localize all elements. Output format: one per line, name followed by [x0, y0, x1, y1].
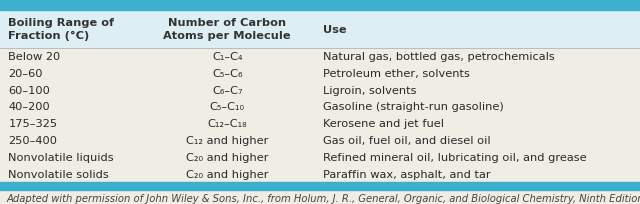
Text: Number of Carbon
Atoms per Molecule: Number of Carbon Atoms per Molecule: [163, 18, 291, 41]
Bar: [0, 182, 640, 190]
Text: Ligroin, solvents: Ligroin, solvents: [323, 85, 417, 95]
Text: 20–60: 20–60: [8, 69, 43, 78]
Bar: [0, 48, 640, 182]
Text: Kerosene and jet fuel: Kerosene and jet fuel: [323, 119, 444, 129]
Bar: [0, 11, 640, 48]
Text: Paraffin wax, asphalt, and tar: Paraffin wax, asphalt, and tar: [323, 169, 491, 179]
Text: C₁₂–C₁₈: C₁₂–C₁₈: [207, 119, 247, 129]
Text: C₅–C₆: C₅–C₆: [212, 69, 243, 78]
Text: C₆–C₇: C₆–C₇: [212, 85, 243, 95]
Text: Use: Use: [323, 24, 347, 34]
Bar: [0, 190, 640, 204]
Text: 250–400: 250–400: [8, 135, 58, 145]
Text: 40–200: 40–200: [8, 102, 50, 112]
Text: Gas oil, fuel oil, and diesel oil: Gas oil, fuel oil, and diesel oil: [323, 135, 491, 145]
Text: C₅–C₁₀: C₅–C₁₀: [210, 102, 244, 112]
Text: Boiling Range of
Fraction (°C): Boiling Range of Fraction (°C): [8, 18, 115, 41]
Text: Natural gas, bottled gas, petrochemicals: Natural gas, bottled gas, petrochemicals: [323, 52, 555, 62]
Text: 60–100: 60–100: [8, 85, 50, 95]
Text: Gasoline (straight-run gasoline): Gasoline (straight-run gasoline): [323, 102, 504, 112]
Text: C₁₂ and higher: C₁₂ and higher: [186, 135, 268, 145]
Text: Below 20: Below 20: [8, 52, 61, 62]
Text: C₂₀ and higher: C₂₀ and higher: [186, 152, 268, 162]
Text: C₂₀ and higher: C₂₀ and higher: [186, 169, 268, 179]
Bar: [0, 0, 640, 11]
Text: Nonvolatile liquids: Nonvolatile liquids: [8, 152, 114, 162]
Text: Adapted with permission of John Wiley & Sons, Inc., from Holum, J. R., General, : Adapted with permission of John Wiley & …: [6, 193, 640, 204]
Text: 175–325: 175–325: [8, 119, 58, 129]
Text: C₁–C₄: C₁–C₄: [212, 52, 243, 62]
Text: Petroleum ether, solvents: Petroleum ether, solvents: [323, 69, 470, 78]
Text: Nonvolatile solids: Nonvolatile solids: [8, 169, 109, 179]
Text: Refined mineral oil, lubricating oil, and grease: Refined mineral oil, lubricating oil, an…: [323, 152, 587, 162]
